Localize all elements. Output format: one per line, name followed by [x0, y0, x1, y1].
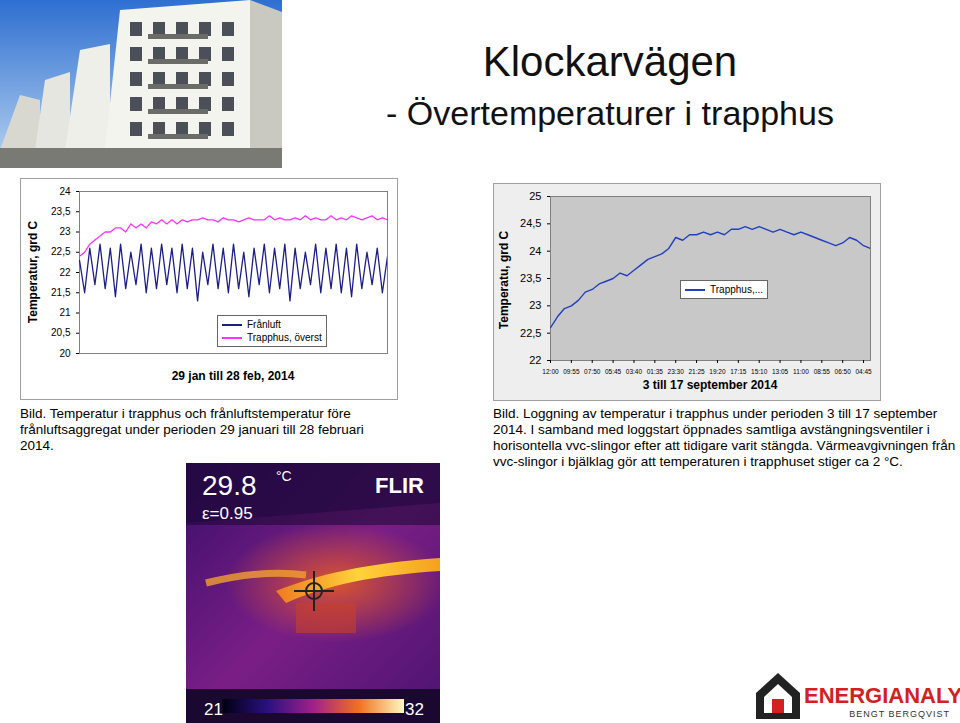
- svg-text:21: 21: [204, 700, 223, 719]
- svg-text:22,5: 22,5: [51, 246, 71, 257]
- svg-text:07:50: 07:50: [584, 368, 601, 375]
- svg-text:05:45: 05:45: [605, 368, 622, 375]
- html-text:Bild. Temperatur i trapphus oc: Bild. Temperatur i trapphus och frånluft…: [20, 406, 364, 453]
- svg-text:17:15: 17:15: [730, 368, 747, 375]
- svg-text:21: 21: [59, 307, 71, 318]
- svg-text:ENERGIANALYS: ENERGIANALYS: [804, 683, 960, 708]
- svg-text:23,5: 23,5: [51, 206, 71, 217]
- svg-text:08:55: 08:55: [814, 368, 831, 375]
- svg-text:12:00: 12:00: [542, 368, 559, 375]
- svg-text:04:45: 04:45: [855, 368, 872, 375]
- html-text:Temperatu, grd C: Temperatu, grd C: [497, 230, 511, 330]
- svg-text:21:25: 21:25: [688, 368, 705, 375]
- html-text:Frånluft: Frånluft: [247, 319, 281, 330]
- svg-text:23: 23: [529, 299, 541, 311]
- svg-text:24: 24: [529, 245, 541, 257]
- html-text:Bild. Loggning av temperatur i: Bild. Loggning av temperatur i trapphus …: [493, 406, 956, 469]
- svg-text:09:55: 09:55: [563, 368, 580, 375]
- svg-text:01:35: 01:35: [647, 368, 664, 375]
- svg-text:15:10: 15:10: [751, 368, 768, 375]
- html-text:Trapphus,...: Trapphus,...: [710, 284, 763, 295]
- svg-text:ε=0.95: ε=0.95: [202, 504, 253, 523]
- svg-text:11:00: 11:00: [793, 368, 809, 375]
- svg-text:20: 20: [59, 348, 71, 359]
- svg-text:06:50: 06:50: [835, 368, 852, 375]
- svg-text:23,5: 23,5: [520, 272, 541, 284]
- svg-text:03:40: 03:40: [626, 368, 643, 375]
- svg-text:29.8: 29.8: [202, 470, 257, 501]
- svg-text:32: 32: [405, 700, 424, 719]
- html-text:Temperatur, grd C: Temperatur, grd C: [26, 220, 40, 324]
- svg-text:22: 22: [529, 354, 541, 366]
- html-text:3 till 17 september 2014: 3 till 17 september 2014: [642, 378, 778, 392]
- svg-text:FLIR: FLIR: [375, 473, 424, 498]
- svg-text:°C: °C: [276, 468, 292, 484]
- svg-text:20,5: 20,5: [51, 327, 71, 338]
- svg-text:22,5: 22,5: [520, 327, 541, 339]
- svg-text:BENGT BERGQVIST: BENGT BERGQVIST: [849, 709, 950, 719]
- svg-text:25: 25: [529, 190, 541, 202]
- html-text:- Övertemperaturer i trapphus: - Övertemperaturer i trapphus: [386, 94, 834, 132]
- svg-text:24: 24: [59, 186, 71, 197]
- svg-text:22: 22: [59, 267, 71, 278]
- svg-text:21,5: 21,5: [51, 287, 71, 298]
- svg-text:23: 23: [59, 226, 71, 237]
- svg-text:24,5: 24,5: [520, 217, 541, 229]
- html-text:Trapphus, överst: Trapphus, överst: [247, 332, 322, 343]
- html-text:Klockarvägen: Klockarvägen: [482, 38, 738, 85]
- svg-text:13:05: 13:05: [772, 368, 789, 375]
- svg-text:23:30: 23:30: [668, 368, 685, 375]
- svg-text:19:20: 19:20: [709, 368, 726, 375]
- html-text:29 jan till 28 feb, 2014: 29 jan till 28 feb, 2014: [171, 369, 295, 383]
